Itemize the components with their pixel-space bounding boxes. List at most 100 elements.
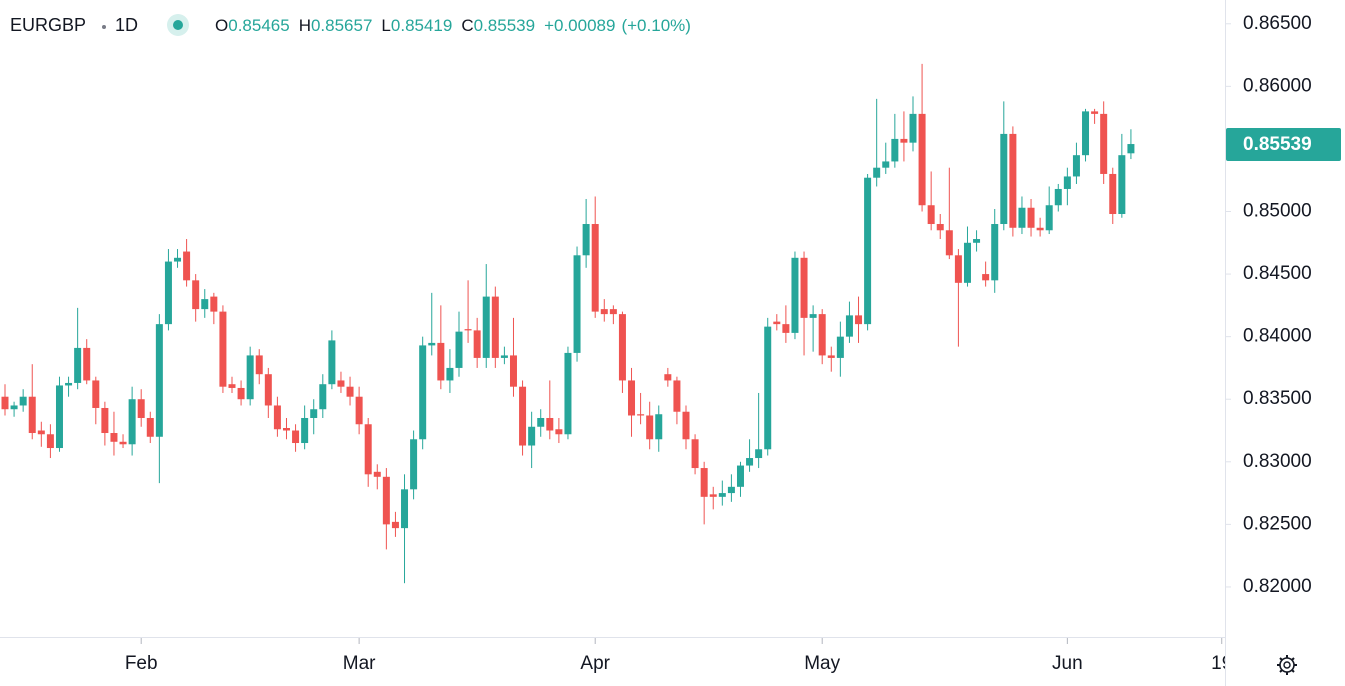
candle-body: [973, 239, 981, 243]
candle-body: [292, 430, 300, 444]
candle-body: [537, 417, 545, 427]
candle-body: [809, 314, 817, 318]
candle-body: [164, 261, 172, 325]
candle-body: [282, 428, 290, 431]
candle-body: [491, 296, 499, 358]
candle-body: [391, 521, 399, 529]
candle-body: [682, 411, 690, 440]
candle-body: [183, 251, 191, 281]
c-label: C: [461, 16, 473, 35]
candle-body: [174, 257, 182, 262]
o-value: 0.85465: [228, 16, 289, 35]
candle-body: [782, 324, 790, 333]
separator: [102, 25, 106, 29]
candle-body: [1036, 227, 1044, 231]
candle-body: [936, 224, 944, 231]
candle-body: [110, 433, 118, 442]
c-value: 0.85539: [474, 16, 535, 35]
candle-body: [791, 257, 799, 333]
candle-body: [582, 224, 590, 256]
candle-body: [446, 367, 454, 381]
candle-body: [709, 494, 717, 497]
h-value: 0.85657: [311, 16, 372, 35]
y-tick-label: 0.86000: [1243, 75, 1312, 96]
candle-body: [900, 138, 908, 143]
candle-body: [101, 407, 109, 434]
candle-body: [664, 374, 672, 381]
candle-body: [519, 386, 527, 446]
candle-body: [310, 409, 318, 418]
candle-body: [646, 415, 654, 440]
candle-body: [528, 426, 536, 446]
candle-body: [74, 347, 82, 383]
candle-body: [473, 330, 481, 358]
candle-body: [410, 439, 418, 490]
candle-body: [237, 387, 245, 400]
candle-body: [764, 326, 772, 450]
candle-body: [1063, 176, 1071, 189]
candle-body: [1100, 113, 1108, 174]
gear-hub: [1283, 661, 1291, 669]
candle-body: [736, 465, 744, 487]
candle-body: [500, 355, 508, 358]
candle-body: [328, 340, 336, 385]
candle-body: [65, 382, 73, 386]
candle-body: [19, 396, 27, 406]
y-tick-label: 0.82500: [1243, 513, 1312, 534]
candle-body: [727, 486, 735, 494]
candle-body: [228, 384, 236, 388]
candle-body: [337, 380, 345, 387]
last-price-box: [1226, 128, 1341, 162]
interval: 1D: [115, 15, 138, 35]
y-tick-label: 0.86500: [1243, 13, 1312, 34]
candle-body: [1091, 111, 1099, 114]
candle-body: [637, 414, 645, 416]
candle-body: [827, 355, 835, 358]
candle-body: [83, 347, 91, 381]
candle-body: [673, 380, 681, 412]
candle-body: [555, 429, 563, 435]
candle-body: [301, 417, 309, 444]
x-tick-label: Mar: [343, 653, 376, 674]
candle-body: [873, 167, 881, 178]
plot-area: [1, 63, 1135, 584]
candle-body: [546, 417, 554, 431]
candle-body: [718, 493, 726, 497]
candle-body: [219, 311, 227, 387]
y-tick-label: 0.84500: [1243, 263, 1312, 284]
candle-body: [382, 476, 390, 525]
candle-body: [564, 352, 572, 435]
candle-body: [428, 342, 436, 346]
candle-body: [137, 399, 145, 418]
candle-body: [963, 242, 971, 283]
candle-body: [1054, 188, 1062, 206]
candle-body: [1027, 207, 1035, 228]
candle-body: [1109, 173, 1117, 215]
candle-body: [373, 471, 381, 477]
candle-body: [773, 321, 781, 325]
candle-body: [954, 255, 962, 283]
candle-body: [700, 468, 708, 497]
candle-body: [10, 405, 18, 410]
candle-body: [591, 224, 599, 312]
candle-body: [455, 331, 463, 368]
candle-body: [1018, 207, 1026, 228]
x-tick-label: Apr: [580, 653, 610, 674]
candle-body: [210, 296, 218, 312]
candle-body: [28, 396, 36, 434]
candle-body: [1000, 133, 1008, 225]
candle-body: [509, 355, 517, 387]
y-tick-label: 0.84000: [1243, 326, 1312, 347]
candle-body: [1072, 155, 1080, 177]
settings-icon[interactable]: [1277, 655, 1297, 675]
candle-body: [482, 296, 490, 358]
candle-body: [346, 386, 354, 397]
candle-body: [419, 345, 427, 440]
candle-body: [800, 257, 808, 318]
candle-body: [119, 441, 127, 445]
candle-body: [246, 355, 254, 400]
candle-body: [264, 374, 272, 406]
candle-body: [891, 138, 899, 162]
price-axis-panel: [1226, 0, 1345, 686]
